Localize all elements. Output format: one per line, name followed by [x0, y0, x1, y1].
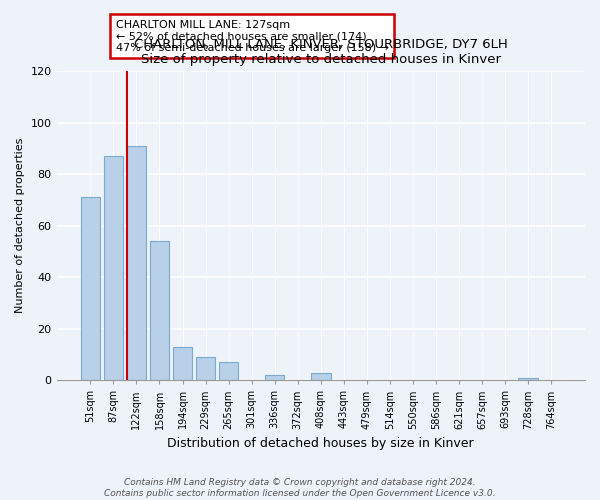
X-axis label: Distribution of detached houses by size in Kinver: Distribution of detached houses by size … — [167, 437, 474, 450]
Bar — [149, 241, 169, 380]
Text: CHARLTON MILL LANE: 127sqm
← 52% of detached houses are smaller (174)
47% of sem: CHARLTON MILL LANE: 127sqm ← 52% of deta… — [116, 20, 389, 53]
Bar — [127, 146, 146, 380]
Bar — [80, 198, 100, 380]
Bar — [104, 156, 123, 380]
Text: Contains HM Land Registry data © Crown copyright and database right 2024.
Contai: Contains HM Land Registry data © Crown c… — [104, 478, 496, 498]
Title: CHARLTON, MILL LANE, KINVER, STOURBRIDGE, DY7 6LH
Size of property relative to d: CHARLTON, MILL LANE, KINVER, STOURBRIDGE… — [134, 38, 508, 66]
Bar — [265, 375, 284, 380]
Bar — [311, 372, 331, 380]
Y-axis label: Number of detached properties: Number of detached properties — [15, 138, 25, 314]
Bar — [219, 362, 238, 380]
Bar — [173, 347, 193, 380]
Bar — [196, 357, 215, 380]
Bar — [518, 378, 538, 380]
